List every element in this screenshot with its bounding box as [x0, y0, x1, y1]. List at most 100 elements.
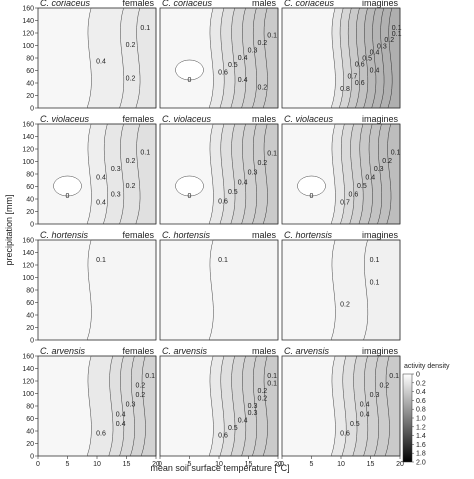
- colorbar: [402, 373, 413, 463]
- colorbar-tick-label: 0: [416, 372, 420, 379]
- contour-label: 0.3: [248, 403, 258, 410]
- contour-label: 0.7: [348, 74, 358, 81]
- contour-label: 0.2: [257, 40, 267, 47]
- y-tick-label: 40: [26, 313, 34, 320]
- species-label: C. arvensis: [162, 346, 208, 356]
- contour-label: 0.5: [350, 421, 360, 428]
- y-tick-label: 160: [22, 354, 34, 361]
- panel-frame: [159, 7, 279, 109]
- contour-band: [86, 123, 157, 225]
- y-tick-label: 100: [22, 43, 34, 50]
- contour-label: 0: [66, 193, 70, 200]
- contour-label: 0.3: [374, 166, 384, 173]
- zero-region: [175, 175, 204, 197]
- species-label: C. coriaceus: [284, 0, 335, 8]
- contour-label: 0.4: [238, 179, 248, 186]
- x-tick-label: 15: [245, 461, 253, 468]
- contour-label: 0.6: [355, 62, 365, 69]
- panel-frame: [37, 123, 157, 225]
- y-tick-label: 140: [22, 250, 34, 257]
- contour-label: 0.6: [218, 433, 228, 440]
- contour-label: 0.1: [370, 257, 380, 264]
- contour-label: 0.1: [389, 373, 399, 380]
- contour-label: 0.1: [140, 149, 150, 156]
- contour-label: 0.6: [218, 198, 228, 205]
- y-tick-label: 40: [26, 429, 34, 436]
- x-tick-label: 15: [367, 461, 375, 468]
- contour-label: 0.3: [111, 191, 121, 198]
- panel-frame: [159, 123, 279, 225]
- colorbar-tick-label: 1.6: [416, 442, 426, 449]
- species-label: C. hortensis: [40, 230, 89, 240]
- contour-band: [86, 239, 157, 341]
- contour-label: 0.2: [379, 383, 389, 390]
- y-tick-label: 120: [22, 263, 34, 270]
- contour-label: 0.1: [145, 373, 155, 380]
- colorbar-tick-label: 0.6: [416, 398, 426, 405]
- contour-label: 0.2: [257, 85, 267, 92]
- x-tick-label: 5: [310, 461, 314, 468]
- x-tick-label: 10: [93, 461, 101, 468]
- panel-frame: [281, 355, 401, 457]
- colorbar-tick-label: 0.2: [416, 380, 426, 387]
- y-tick-label: 60: [26, 416, 34, 423]
- contour-band: [208, 355, 279, 457]
- contour-label: 0.3: [377, 43, 387, 50]
- species-label: C. coriaceus: [162, 0, 213, 8]
- y-tick-label: 20: [26, 441, 34, 448]
- contour-label: 0.1: [267, 380, 277, 387]
- contour-band: [330, 7, 401, 109]
- contour-label: 0: [188, 77, 192, 84]
- contour-label: 0.3: [248, 170, 258, 177]
- y-tick-label: 20: [26, 325, 34, 332]
- y-tick-label: 20: [26, 209, 34, 216]
- contour-label: 0.1: [267, 151, 277, 158]
- contour-label: 0.3: [370, 392, 380, 399]
- contour-label: 0.6: [96, 430, 106, 437]
- panel-frame: [159, 239, 279, 341]
- contour-band: [86, 355, 157, 457]
- y-tick-label: 160: [22, 122, 34, 129]
- y-tick-label: 100: [22, 391, 34, 398]
- contour-label: 0.2: [126, 158, 136, 165]
- contour-label: 0.4: [238, 55, 248, 62]
- contour-label: 0.1: [370, 279, 380, 286]
- contour-label: 0.4: [360, 402, 370, 409]
- colorbar-tick-label: 0.8: [416, 407, 426, 414]
- zero-region: [297, 175, 326, 197]
- y-tick-label: 140: [22, 134, 34, 141]
- x-tick-label: 10: [215, 461, 223, 468]
- contour-label: 0.4: [96, 59, 106, 66]
- contour-label: 0.1: [140, 25, 150, 32]
- contour-label: 0.2: [135, 383, 145, 390]
- contour-label: 0.4: [370, 49, 380, 56]
- contour-label: 0.2: [126, 183, 136, 190]
- y-tick-label: 0: [30, 338, 34, 345]
- y-tick-label: 80: [26, 288, 34, 295]
- contour-band: [86, 7, 157, 109]
- contour-label: 0.6: [340, 430, 350, 437]
- contour-label: 0.5: [357, 183, 367, 190]
- contour-label: 0.3: [126, 402, 136, 409]
- group-label: females: [122, 0, 154, 8]
- group-label: females: [122, 346, 154, 356]
- x-tick-label: 0: [36, 461, 40, 468]
- group-label: males: [252, 114, 277, 124]
- contour-band: [330, 355, 401, 457]
- contour-label: 0.5: [362, 55, 372, 62]
- species-label: C. violaceus: [284, 114, 334, 124]
- contour-label: 0.2: [340, 302, 350, 309]
- x-tick-label: 0: [158, 461, 162, 468]
- colorbar-tick-label: 1.0: [416, 416, 426, 423]
- contour-label: 0.2: [126, 42, 136, 49]
- contour-label: 0.4: [370, 68, 380, 75]
- contour-label: 0: [188, 193, 192, 200]
- contour-label: 0.6: [355, 80, 365, 87]
- contour-label: 0.4: [238, 418, 248, 425]
- contour-label: 0.4: [116, 411, 126, 418]
- x-tick-label: 0: [280, 461, 284, 468]
- y-tick-label: 140: [22, 18, 34, 25]
- y-tick-label: 140: [22, 366, 34, 373]
- contour-label: 0.5: [228, 425, 238, 432]
